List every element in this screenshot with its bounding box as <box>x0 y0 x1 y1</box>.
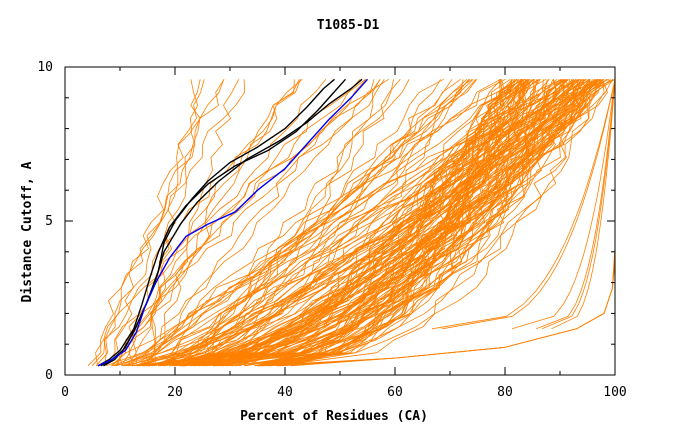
series-line <box>128 79 295 366</box>
plot-lines <box>87 78 616 367</box>
series-line <box>183 78 541 367</box>
series-line <box>87 79 245 367</box>
y-axis-label: Distance Cutoff, A <box>20 161 35 302</box>
series-line <box>269 79 579 367</box>
series-line <box>222 78 518 367</box>
series-line <box>255 79 607 367</box>
series-line <box>103 78 303 367</box>
series-line <box>278 78 565 367</box>
series-line <box>196 79 613 367</box>
series-line <box>138 79 464 367</box>
series-line <box>174 79 534 367</box>
series-line <box>137 78 574 367</box>
series-line <box>281 78 523 367</box>
series-line <box>214 78 609 367</box>
chart-title: T1085-D1 <box>317 18 380 33</box>
series-line <box>132 79 550 367</box>
x-tick-label: 0 <box>61 385 69 400</box>
series-line <box>205 78 501 367</box>
series-line <box>115 78 461 367</box>
series-line <box>141 78 539 367</box>
series-line <box>172 79 470 367</box>
series-line <box>170 79 477 367</box>
highlight-series-line <box>100 78 363 367</box>
series-line <box>290 245 616 367</box>
series-line <box>139 78 587 367</box>
y-tick-label: 5 <box>45 214 53 229</box>
series-line <box>166 78 577 367</box>
series-line <box>232 79 580 367</box>
series-line <box>138 78 590 367</box>
series-line <box>113 78 506 367</box>
series-line <box>162 79 478 367</box>
series-line <box>260 79 515 367</box>
series-line <box>133 79 594 367</box>
series-line <box>238 79 562 367</box>
series-line <box>140 78 609 367</box>
x-tick-label: 60 <box>387 385 403 400</box>
series-line <box>442 79 616 330</box>
series-line <box>121 78 473 367</box>
x-tick-label: 100 <box>603 385 626 400</box>
y-tick-label: 10 <box>37 60 53 75</box>
x-axis: 0 20 40 60 80 100 <box>61 67 627 400</box>
series-line <box>286 79 541 367</box>
series-line <box>116 79 585 367</box>
series-line <box>121 79 381 367</box>
series-line <box>179 79 394 367</box>
y-axis: 0 5 10 <box>37 60 615 383</box>
x-tick-label: 40 <box>277 385 293 400</box>
series-line <box>152 79 381 367</box>
series-line <box>115 79 225 366</box>
series-line <box>190 79 474 367</box>
series-line <box>541 79 616 330</box>
x-tick-label: 80 <box>497 385 513 400</box>
series-line <box>258 79 596 367</box>
series-line <box>182 79 544 367</box>
series-line <box>222 79 570 367</box>
series-line <box>112 79 375 367</box>
y-tick-label: 0 <box>45 368 53 383</box>
series-line <box>206 79 504 367</box>
highlight-series-line <box>97 78 369 367</box>
series-line <box>213 79 516 367</box>
x-axis-label: Percent of Residues (CA) <box>240 409 428 424</box>
x-tick-label: 20 <box>167 385 183 400</box>
series-line <box>243 79 528 367</box>
series-line <box>431 79 616 330</box>
series-line <box>263 79 602 367</box>
series-line <box>185 79 563 367</box>
highlight-series-line <box>97 78 347 367</box>
series-line <box>91 78 389 367</box>
series-line <box>551 79 616 330</box>
series-line <box>162 79 525 367</box>
series-line <box>511 79 616 330</box>
series-line <box>211 79 410 366</box>
series-line <box>158 78 444 367</box>
series-line <box>180 79 557 367</box>
series-line <box>144 79 240 367</box>
series-line <box>135 79 327 366</box>
series-line <box>225 79 598 367</box>
series-line <box>125 79 385 367</box>
series-line <box>151 79 199 366</box>
series-line <box>149 79 201 366</box>
series-line <box>279 78 602 367</box>
series-line <box>126 79 300 367</box>
series-line <box>169 79 520 367</box>
series-line <box>139 78 596 367</box>
